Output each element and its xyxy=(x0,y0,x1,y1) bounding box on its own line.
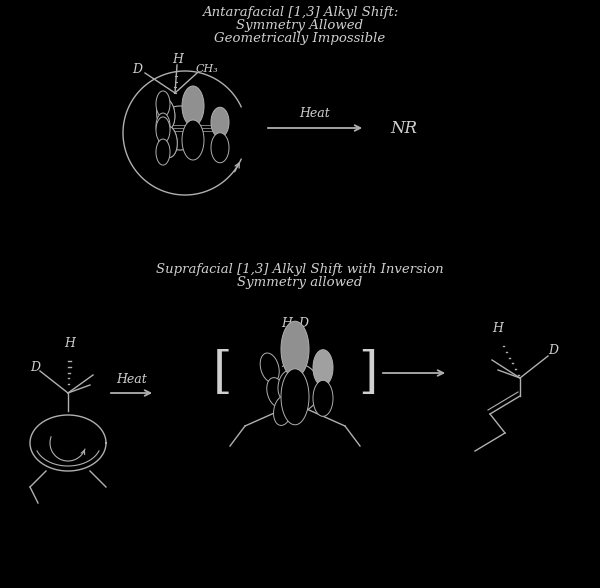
Text: Geometrically Impossible: Geometrically Impossible xyxy=(214,32,386,45)
Text: H: H xyxy=(173,52,184,65)
Polygon shape xyxy=(267,377,286,407)
Text: CH₃: CH₃ xyxy=(196,64,218,74)
Polygon shape xyxy=(159,126,177,158)
Polygon shape xyxy=(157,99,175,131)
Text: D: D xyxy=(298,316,308,329)
Text: Heat: Heat xyxy=(116,373,148,386)
Text: Antarafacial [1,3] Alkyl Shift:: Antarafacial [1,3] Alkyl Shift: xyxy=(202,6,398,19)
Text: Heat: Heat xyxy=(299,107,331,120)
Text: D: D xyxy=(30,360,40,373)
Polygon shape xyxy=(260,353,279,382)
Text: NR: NR xyxy=(390,119,417,136)
Polygon shape xyxy=(156,139,170,165)
Text: H: H xyxy=(65,337,76,350)
Polygon shape xyxy=(157,99,175,131)
Polygon shape xyxy=(281,369,309,425)
Text: [: [ xyxy=(212,348,232,397)
Polygon shape xyxy=(156,113,170,139)
Polygon shape xyxy=(313,350,333,386)
Text: Symmetry allowed: Symmetry allowed xyxy=(238,276,362,289)
Polygon shape xyxy=(313,380,333,416)
Text: Symmetry Allowed: Symmetry Allowed xyxy=(236,19,364,32)
Text: Suprafacial [1,3] Alkyl Shift with Inversion: Suprafacial [1,3] Alkyl Shift with Inver… xyxy=(156,263,444,276)
Text: ]: ] xyxy=(358,348,377,397)
Polygon shape xyxy=(274,396,292,425)
Polygon shape xyxy=(156,117,170,143)
Text: D: D xyxy=(548,343,558,356)
Polygon shape xyxy=(182,120,204,160)
Polygon shape xyxy=(281,321,309,377)
Text: H: H xyxy=(493,322,503,335)
Text: H: H xyxy=(281,316,292,329)
Polygon shape xyxy=(159,126,177,158)
Polygon shape xyxy=(278,370,296,400)
Text: D: D xyxy=(132,62,142,75)
Polygon shape xyxy=(156,91,170,117)
Polygon shape xyxy=(211,133,229,163)
Polygon shape xyxy=(211,107,229,137)
Polygon shape xyxy=(182,86,204,126)
